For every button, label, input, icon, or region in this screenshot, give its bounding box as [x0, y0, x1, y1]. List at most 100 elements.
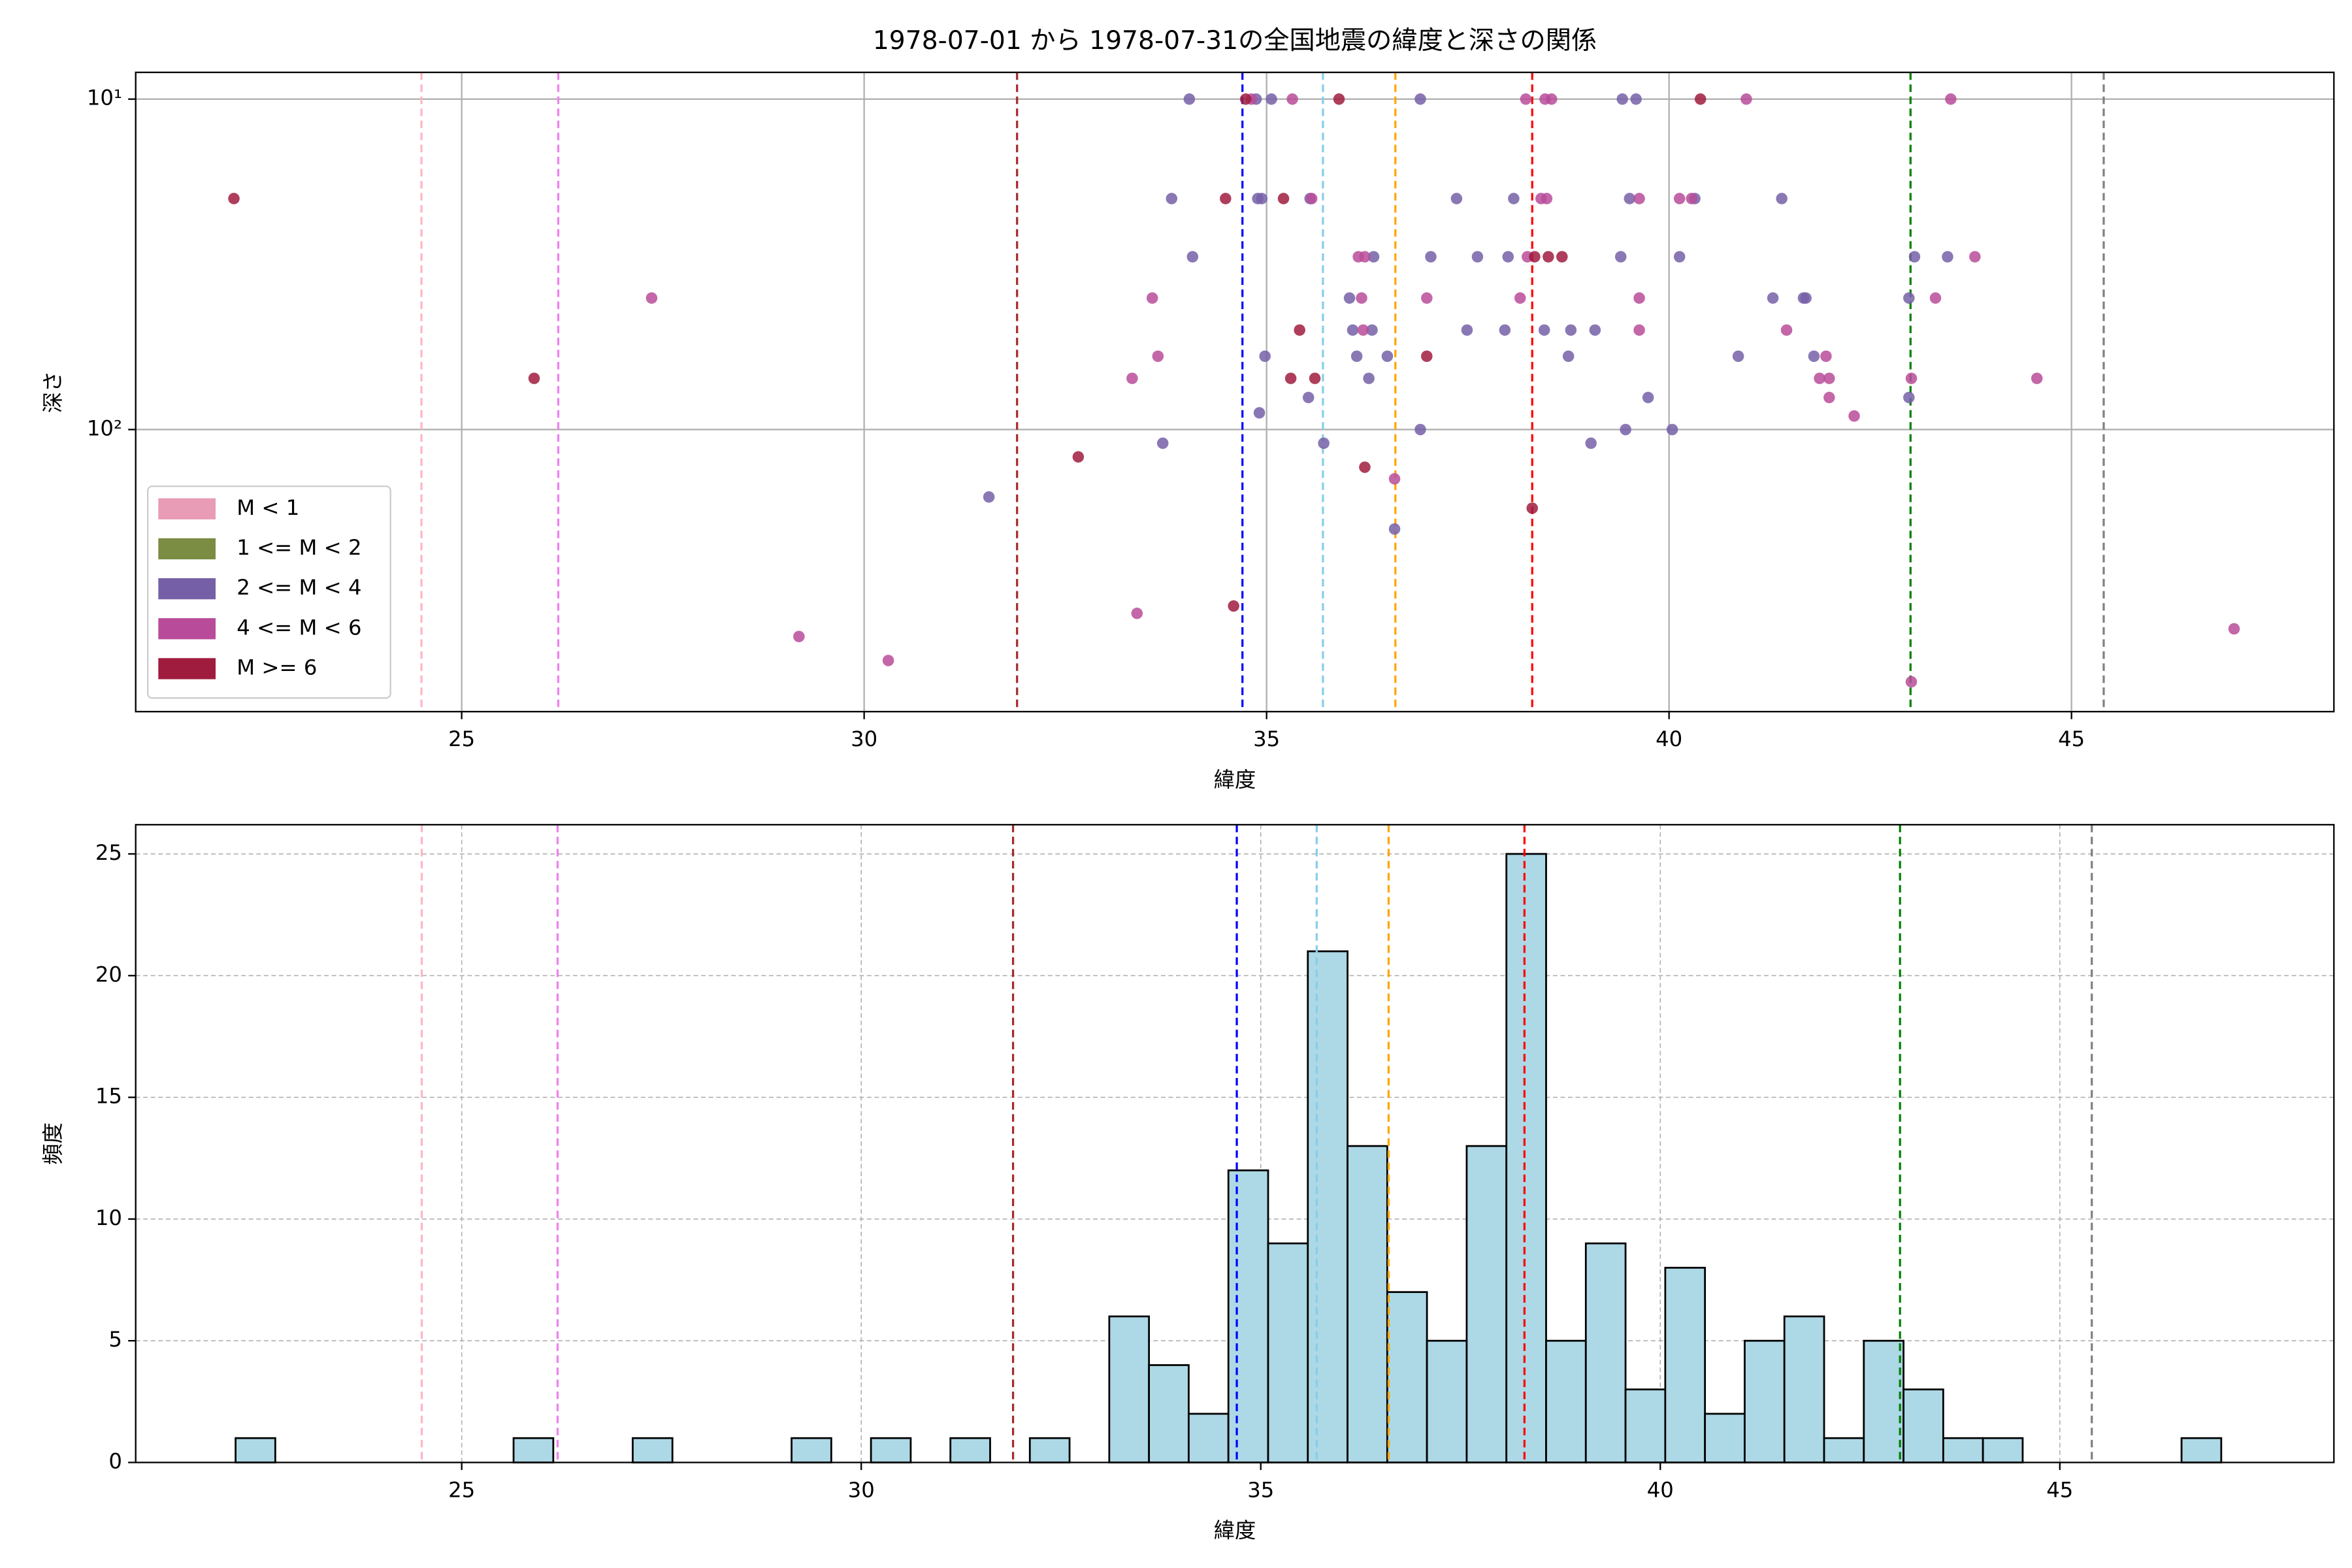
point: [1903, 292, 1915, 304]
legend-label: 4 <= M < 6: [237, 615, 361, 640]
point: [1343, 292, 1356, 304]
point: [1814, 372, 1825, 384]
point: [1381, 350, 1394, 363]
point: [1562, 350, 1575, 363]
point: [1529, 251, 1541, 263]
point: [1508, 193, 1520, 204]
point: [1266, 93, 1277, 105]
bar: [870, 1437, 912, 1463]
point: [1620, 423, 1631, 436]
point: [1286, 93, 1298, 105]
x-tick-label: 40: [1647, 1477, 1674, 1502]
point: [1350, 350, 1363, 363]
point: [1186, 251, 1199, 263]
point: [1421, 292, 1433, 304]
point: [1072, 451, 1085, 463]
point: [1585, 437, 1597, 449]
bar: [949, 1437, 991, 1463]
bar: [1704, 1413, 1746, 1463]
point: [1538, 324, 1550, 336]
point: [1673, 251, 1686, 263]
point: [1526, 502, 1538, 514]
x-tick-label: 45: [2046, 1477, 2073, 1502]
point: [1450, 193, 1463, 204]
point: [1220, 193, 1232, 204]
bar: [1267, 1242, 1309, 1463]
x-axis-label: 緯度: [1214, 767, 1256, 792]
point: [1565, 324, 1577, 336]
y-tick-label: 10¹: [87, 86, 122, 110]
x-tick-label: 30: [851, 727, 877, 751]
bar: [1307, 950, 1348, 1463]
y-tick-label: 15: [95, 1084, 122, 1109]
point: [1309, 372, 1321, 384]
point: [1929, 292, 1942, 304]
point: [1146, 292, 1158, 304]
bar: [1863, 1339, 1904, 1463]
point: [1318, 437, 1330, 449]
bar: [1426, 1339, 1468, 1463]
point: [1502, 251, 1514, 263]
bar: [1744, 1339, 1786, 1463]
point: [1905, 676, 1918, 688]
point: [793, 630, 805, 643]
legend-label: M < 1: [237, 495, 299, 520]
point: [1499, 324, 1511, 336]
point: [1425, 251, 1437, 263]
point: [1820, 350, 1832, 363]
bar: [1823, 1437, 1865, 1463]
point: [1294, 324, 1305, 336]
bar: [1028, 1437, 1071, 1463]
point: [1903, 391, 1915, 404]
point: [1152, 350, 1164, 363]
x-tick-label: 45: [2058, 727, 2085, 751]
point: [1543, 251, 1554, 263]
point: [1228, 600, 1239, 612]
point: [1356, 292, 1367, 304]
bar: [1227, 1169, 1269, 1463]
y-tick-label: 10: [95, 1205, 122, 1230]
point: [983, 491, 995, 503]
bar: [1942, 1437, 1984, 1463]
x-tick-label: 30: [848, 1477, 875, 1502]
point: [2228, 623, 2240, 635]
y-axis-label: 頻度: [41, 1122, 65, 1165]
bar: [1505, 853, 1547, 1463]
bar: [1624, 1388, 1667, 1463]
point: [1126, 372, 1138, 384]
point: [1633, 324, 1645, 336]
y-tick-label: 25: [95, 840, 122, 865]
point: [1633, 193, 1645, 204]
point: [1131, 608, 1143, 619]
point: [1305, 193, 1318, 204]
legend-swatch: [158, 498, 216, 519]
y-tick-label: 5: [108, 1327, 122, 1352]
point: [1520, 93, 1532, 105]
x-tick-label: 40: [1656, 727, 1682, 751]
legend-swatch: [158, 538, 216, 560]
x-tick-label: 35: [1253, 727, 1280, 751]
y-axis-label: 深さ: [41, 371, 65, 414]
point: [1694, 93, 1707, 105]
point: [1666, 423, 1678, 436]
point: [1166, 193, 1178, 204]
point: [1732, 350, 1744, 363]
point: [645, 292, 658, 304]
point: [528, 372, 540, 384]
bar: [1545, 1339, 1587, 1463]
point: [1357, 324, 1369, 336]
point: [2031, 372, 2043, 384]
point: [1808, 350, 1820, 363]
point: [1259, 350, 1271, 363]
point: [1541, 193, 1553, 204]
point: [1253, 407, 1266, 419]
point: [1780, 324, 1793, 336]
bar: [1108, 1315, 1151, 1463]
point: [228, 193, 240, 204]
point: [1848, 410, 1860, 422]
point: [1421, 350, 1433, 363]
point: [1514, 292, 1526, 304]
legend-label: 2 <= M < 4: [237, 575, 361, 600]
